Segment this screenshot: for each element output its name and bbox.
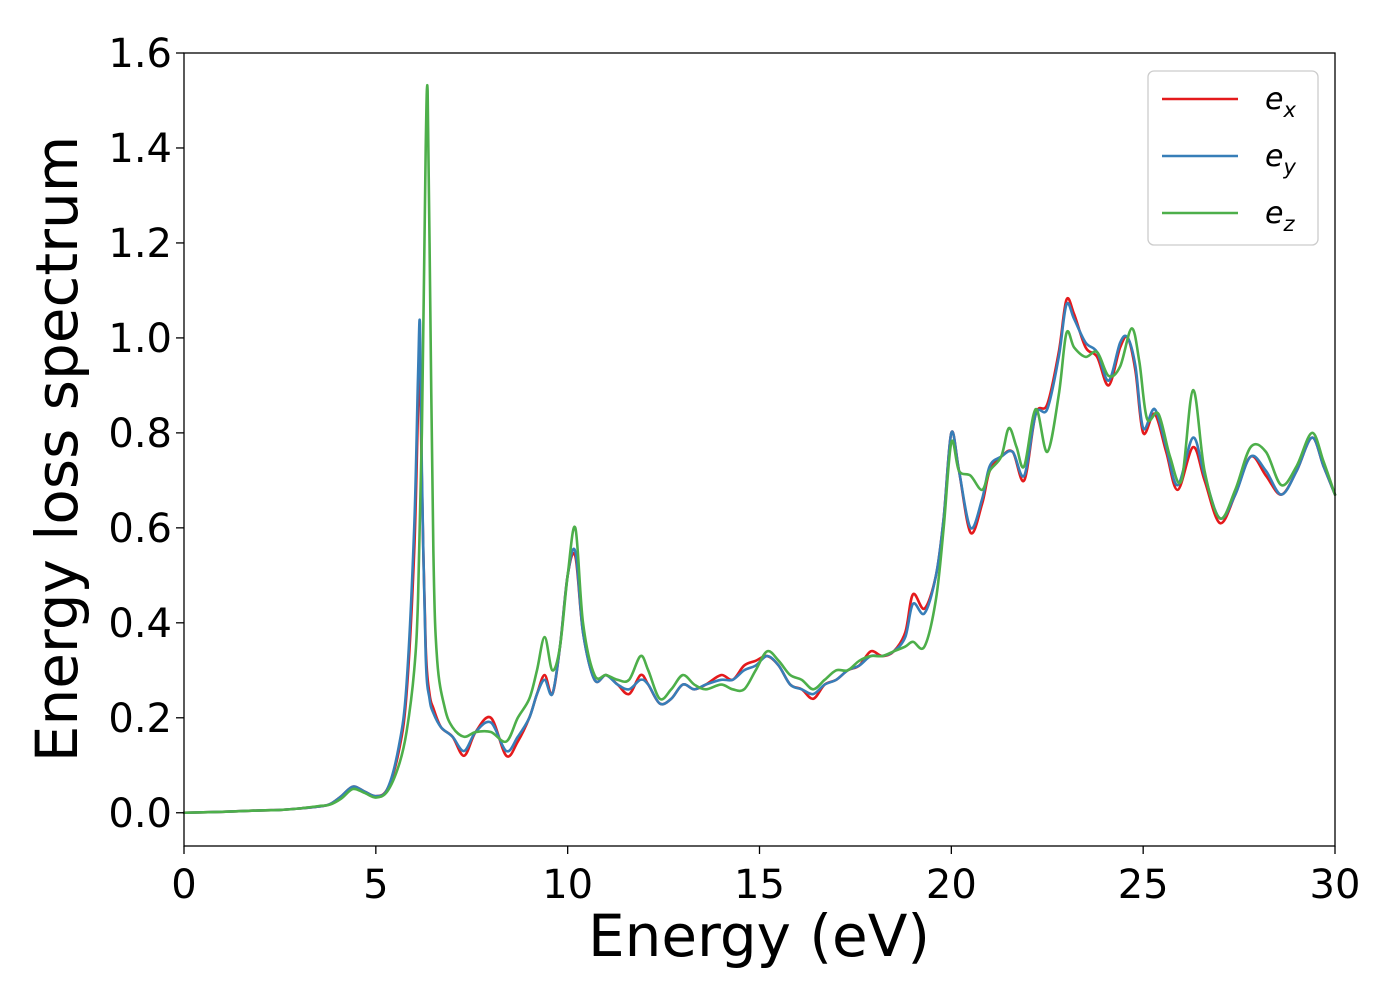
x-tick-label: 5	[363, 862, 388, 908]
x-axis-ticks: 0 5 10 15 20 25 30	[171, 846, 1360, 908]
y-tick-label: 1.0	[108, 316, 172, 362]
legend-items: ex ey ez	[1162, 82, 1296, 236]
y-tick-label: 1.2	[108, 221, 172, 267]
legend-label-y: ey	[1265, 139, 1296, 179]
x-tick-label: 0	[171, 862, 196, 908]
y-tick-label: 0.4	[108, 601, 172, 647]
x-tick-label: 10	[542, 862, 593, 908]
y-tick-label: 0.8	[108, 411, 172, 457]
x-tick-label: 20	[926, 862, 977, 908]
x-tick-label: 25	[1118, 862, 1169, 908]
legend-label-z: ez	[1265, 196, 1295, 236]
legend-label-x: ex	[1265, 82, 1296, 122]
y-tick-label: 1.4	[108, 126, 172, 172]
legend-frame	[1147, 70, 1319, 246]
y-axis-ticks: 0.0 0.2 0.4 0.6 0.8 1.0 1.2 1.4 1.6	[108, 31, 184, 837]
y-tick-label: 0.2	[108, 696, 172, 742]
series-layer	[182, 84, 1337, 815]
legend: ex ey ez	[1147, 70, 1319, 246]
series-line-z	[182, 84, 1337, 815]
y-tick-label: 1.6	[108, 31, 172, 77]
y-tick-label: 0.6	[108, 506, 172, 552]
x-tick-label: 30	[1310, 862, 1361, 908]
series-line-y	[182, 301, 1337, 815]
x-axis-title: Energy (eV)	[588, 902, 930, 970]
y-tick-label: 0.0	[108, 791, 172, 837]
y-axis-title: Energy loss spectrum	[23, 136, 91, 762]
x-tick-label: 15	[734, 862, 785, 908]
